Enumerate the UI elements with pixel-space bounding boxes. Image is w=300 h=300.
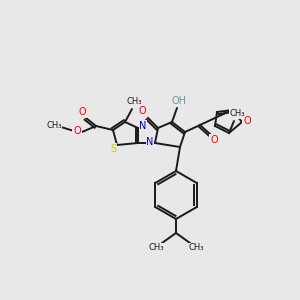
Text: O: O [73, 126, 81, 136]
Text: CH₃: CH₃ [126, 97, 142, 106]
Text: N: N [146, 137, 154, 147]
Text: O: O [78, 107, 86, 117]
Text: O: O [243, 116, 251, 126]
Text: OH: OH [172, 96, 187, 106]
Text: CH₃: CH₃ [229, 110, 245, 118]
Text: N: N [139, 121, 147, 131]
Text: S: S [110, 144, 116, 154]
Text: O: O [210, 135, 218, 145]
Text: CH₃: CH₃ [46, 122, 62, 130]
Text: CH₃: CH₃ [148, 244, 164, 253]
Text: CH₃: CH₃ [188, 244, 204, 253]
Text: O: O [138, 106, 146, 116]
